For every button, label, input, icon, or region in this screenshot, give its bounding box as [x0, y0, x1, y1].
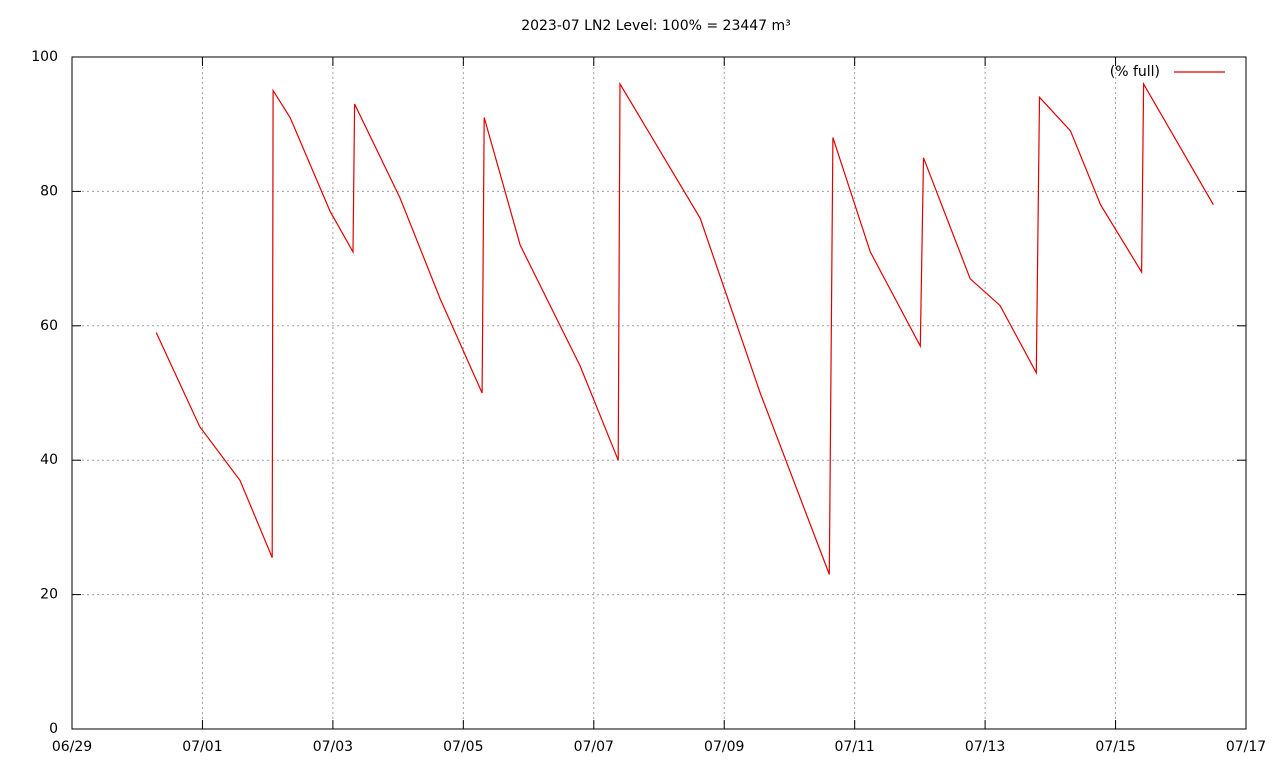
x-tick-label: 06/29 — [52, 739, 92, 755]
y-tick-label: 40 — [40, 452, 58, 468]
y-tick-label: 20 — [40, 587, 58, 603]
x-tick-label: 07/07 — [574, 739, 614, 755]
x-tick-label: 07/11 — [834, 739, 874, 755]
y-tick-label: 0 — [49, 721, 58, 737]
y-tick-label: 80 — [40, 183, 58, 199]
y-tick-label: 100 — [31, 49, 58, 65]
x-tick-label: 07/03 — [313, 739, 353, 755]
plot-frame — [71, 56, 1247, 730]
x-tick-label: 07/09 — [704, 739, 744, 755]
x-tick-label: 07/01 — [182, 739, 222, 755]
x-tick-label: 07/13 — [965, 739, 1005, 755]
data-line — [155, 81, 1214, 575]
y-tick-label: 60 — [40, 318, 58, 334]
x-tick-label: 07/17 — [1226, 739, 1266, 755]
chart-title: 2023-07 LN2 Level: 100% = 23447 m³ — [521, 18, 791, 34]
x-tick-label: 07/05 — [443, 739, 483, 755]
x-tick-label: 07/15 — [1095, 739, 1135, 755]
legend-label: (% full) — [1110, 64, 1160, 80]
